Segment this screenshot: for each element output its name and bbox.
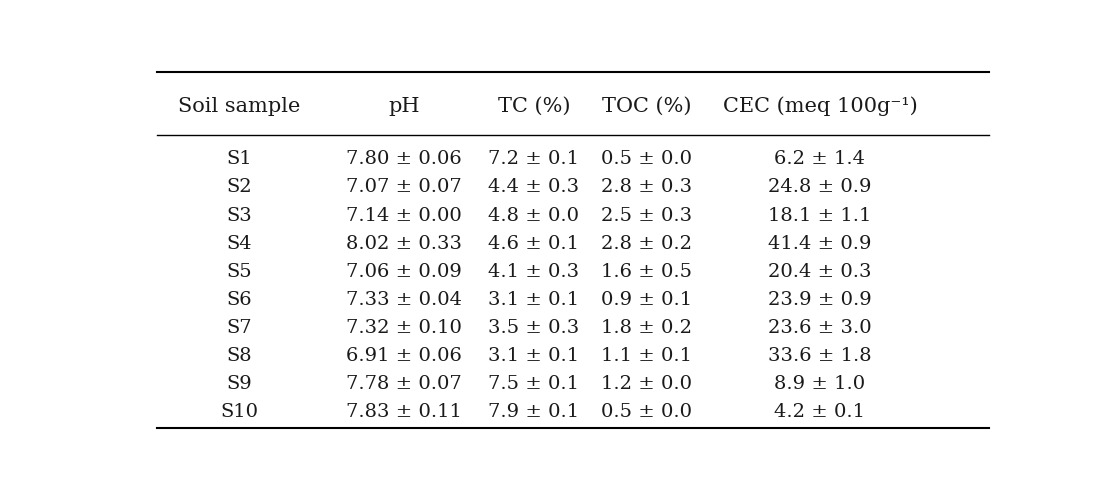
- Text: 4.6 ± 0.1: 4.6 ± 0.1: [489, 235, 579, 252]
- Text: 3.1 ± 0.1: 3.1 ± 0.1: [489, 291, 579, 308]
- Text: 7.80 ± 0.06: 7.80 ± 0.06: [347, 151, 462, 168]
- Text: 7.32 ± 0.10: 7.32 ± 0.10: [347, 319, 462, 337]
- Text: 23.6 ± 3.0: 23.6 ± 3.0: [768, 319, 872, 337]
- Text: 6.91 ± 0.06: 6.91 ± 0.06: [347, 347, 462, 365]
- Text: 2.5 ± 0.3: 2.5 ± 0.3: [601, 207, 692, 224]
- Text: 7.78 ± 0.07: 7.78 ± 0.07: [347, 375, 462, 393]
- Text: S4: S4: [227, 235, 253, 252]
- Text: S6: S6: [227, 291, 253, 308]
- Text: Soil sample: Soil sample: [178, 97, 301, 116]
- Text: 23.9 ± 0.9: 23.9 ± 0.9: [768, 291, 872, 308]
- Text: 0.5 ± 0.0: 0.5 ± 0.0: [601, 403, 692, 421]
- Text: S3: S3: [227, 207, 253, 224]
- Text: pH: pH: [388, 97, 419, 116]
- Text: 7.2 ± 0.1: 7.2 ± 0.1: [489, 151, 579, 168]
- Text: 7.83 ± 0.11: 7.83 ± 0.11: [347, 403, 462, 421]
- Text: 1.2 ± 0.0: 1.2 ± 0.0: [601, 375, 692, 393]
- Text: TOC (%): TOC (%): [601, 97, 691, 116]
- Text: 18.1 ± 1.1: 18.1 ± 1.1: [768, 207, 872, 224]
- Text: 4.4 ± 0.3: 4.4 ± 0.3: [489, 179, 579, 196]
- Text: 1.8 ± 0.2: 1.8 ± 0.2: [601, 319, 692, 337]
- Text: S8: S8: [227, 347, 253, 365]
- Text: 33.6 ± 1.8: 33.6 ± 1.8: [768, 347, 872, 365]
- Text: 4.1 ± 0.3: 4.1 ± 0.3: [489, 263, 579, 280]
- Text: S5: S5: [227, 263, 253, 280]
- Text: 8.02 ± 0.33: 8.02 ± 0.33: [345, 235, 462, 252]
- Text: 7.5 ± 0.1: 7.5 ± 0.1: [489, 375, 579, 393]
- Text: 7.07 ± 0.07: 7.07 ± 0.07: [347, 179, 462, 196]
- Text: S2: S2: [227, 179, 253, 196]
- Text: 24.8 ± 0.9: 24.8 ± 0.9: [768, 179, 872, 196]
- Text: 20.4 ± 0.3: 20.4 ± 0.3: [768, 263, 872, 280]
- Text: 0.5 ± 0.0: 0.5 ± 0.0: [601, 151, 692, 168]
- Text: 0.9 ± 0.1: 0.9 ± 0.1: [601, 291, 692, 308]
- Text: TC (%): TC (%): [498, 97, 570, 116]
- Text: 2.8 ± 0.2: 2.8 ± 0.2: [601, 235, 692, 252]
- Text: 7.14 ± 0.00: 7.14 ± 0.00: [347, 207, 462, 224]
- Text: 8.9 ± 1.0: 8.9 ± 1.0: [775, 375, 865, 393]
- Text: 4.2 ± 0.1: 4.2 ± 0.1: [775, 403, 865, 421]
- Text: 2.8 ± 0.3: 2.8 ± 0.3: [601, 179, 692, 196]
- Text: S10: S10: [220, 403, 258, 421]
- Text: 1.1 ± 0.1: 1.1 ± 0.1: [601, 347, 692, 365]
- Text: 3.5 ± 0.3: 3.5 ± 0.3: [489, 319, 579, 337]
- Text: 4.8 ± 0.0: 4.8 ± 0.0: [489, 207, 579, 224]
- Text: 6.2 ± 1.4: 6.2 ± 1.4: [775, 151, 865, 168]
- Text: 7.33 ± 0.04: 7.33 ± 0.04: [345, 291, 462, 308]
- Text: 3.1 ± 0.1: 3.1 ± 0.1: [489, 347, 579, 365]
- Text: CEC (meq 100g⁻¹): CEC (meq 100g⁻¹): [722, 96, 917, 116]
- Text: 41.4 ± 0.9: 41.4 ± 0.9: [768, 235, 872, 252]
- Text: S7: S7: [227, 319, 253, 337]
- Text: 7.9 ± 0.1: 7.9 ± 0.1: [489, 403, 579, 421]
- Text: S1: S1: [227, 151, 253, 168]
- Text: 1.6 ± 0.5: 1.6 ± 0.5: [601, 263, 692, 280]
- Text: S9: S9: [227, 375, 253, 393]
- Text: 7.06 ± 0.09: 7.06 ± 0.09: [347, 263, 462, 280]
